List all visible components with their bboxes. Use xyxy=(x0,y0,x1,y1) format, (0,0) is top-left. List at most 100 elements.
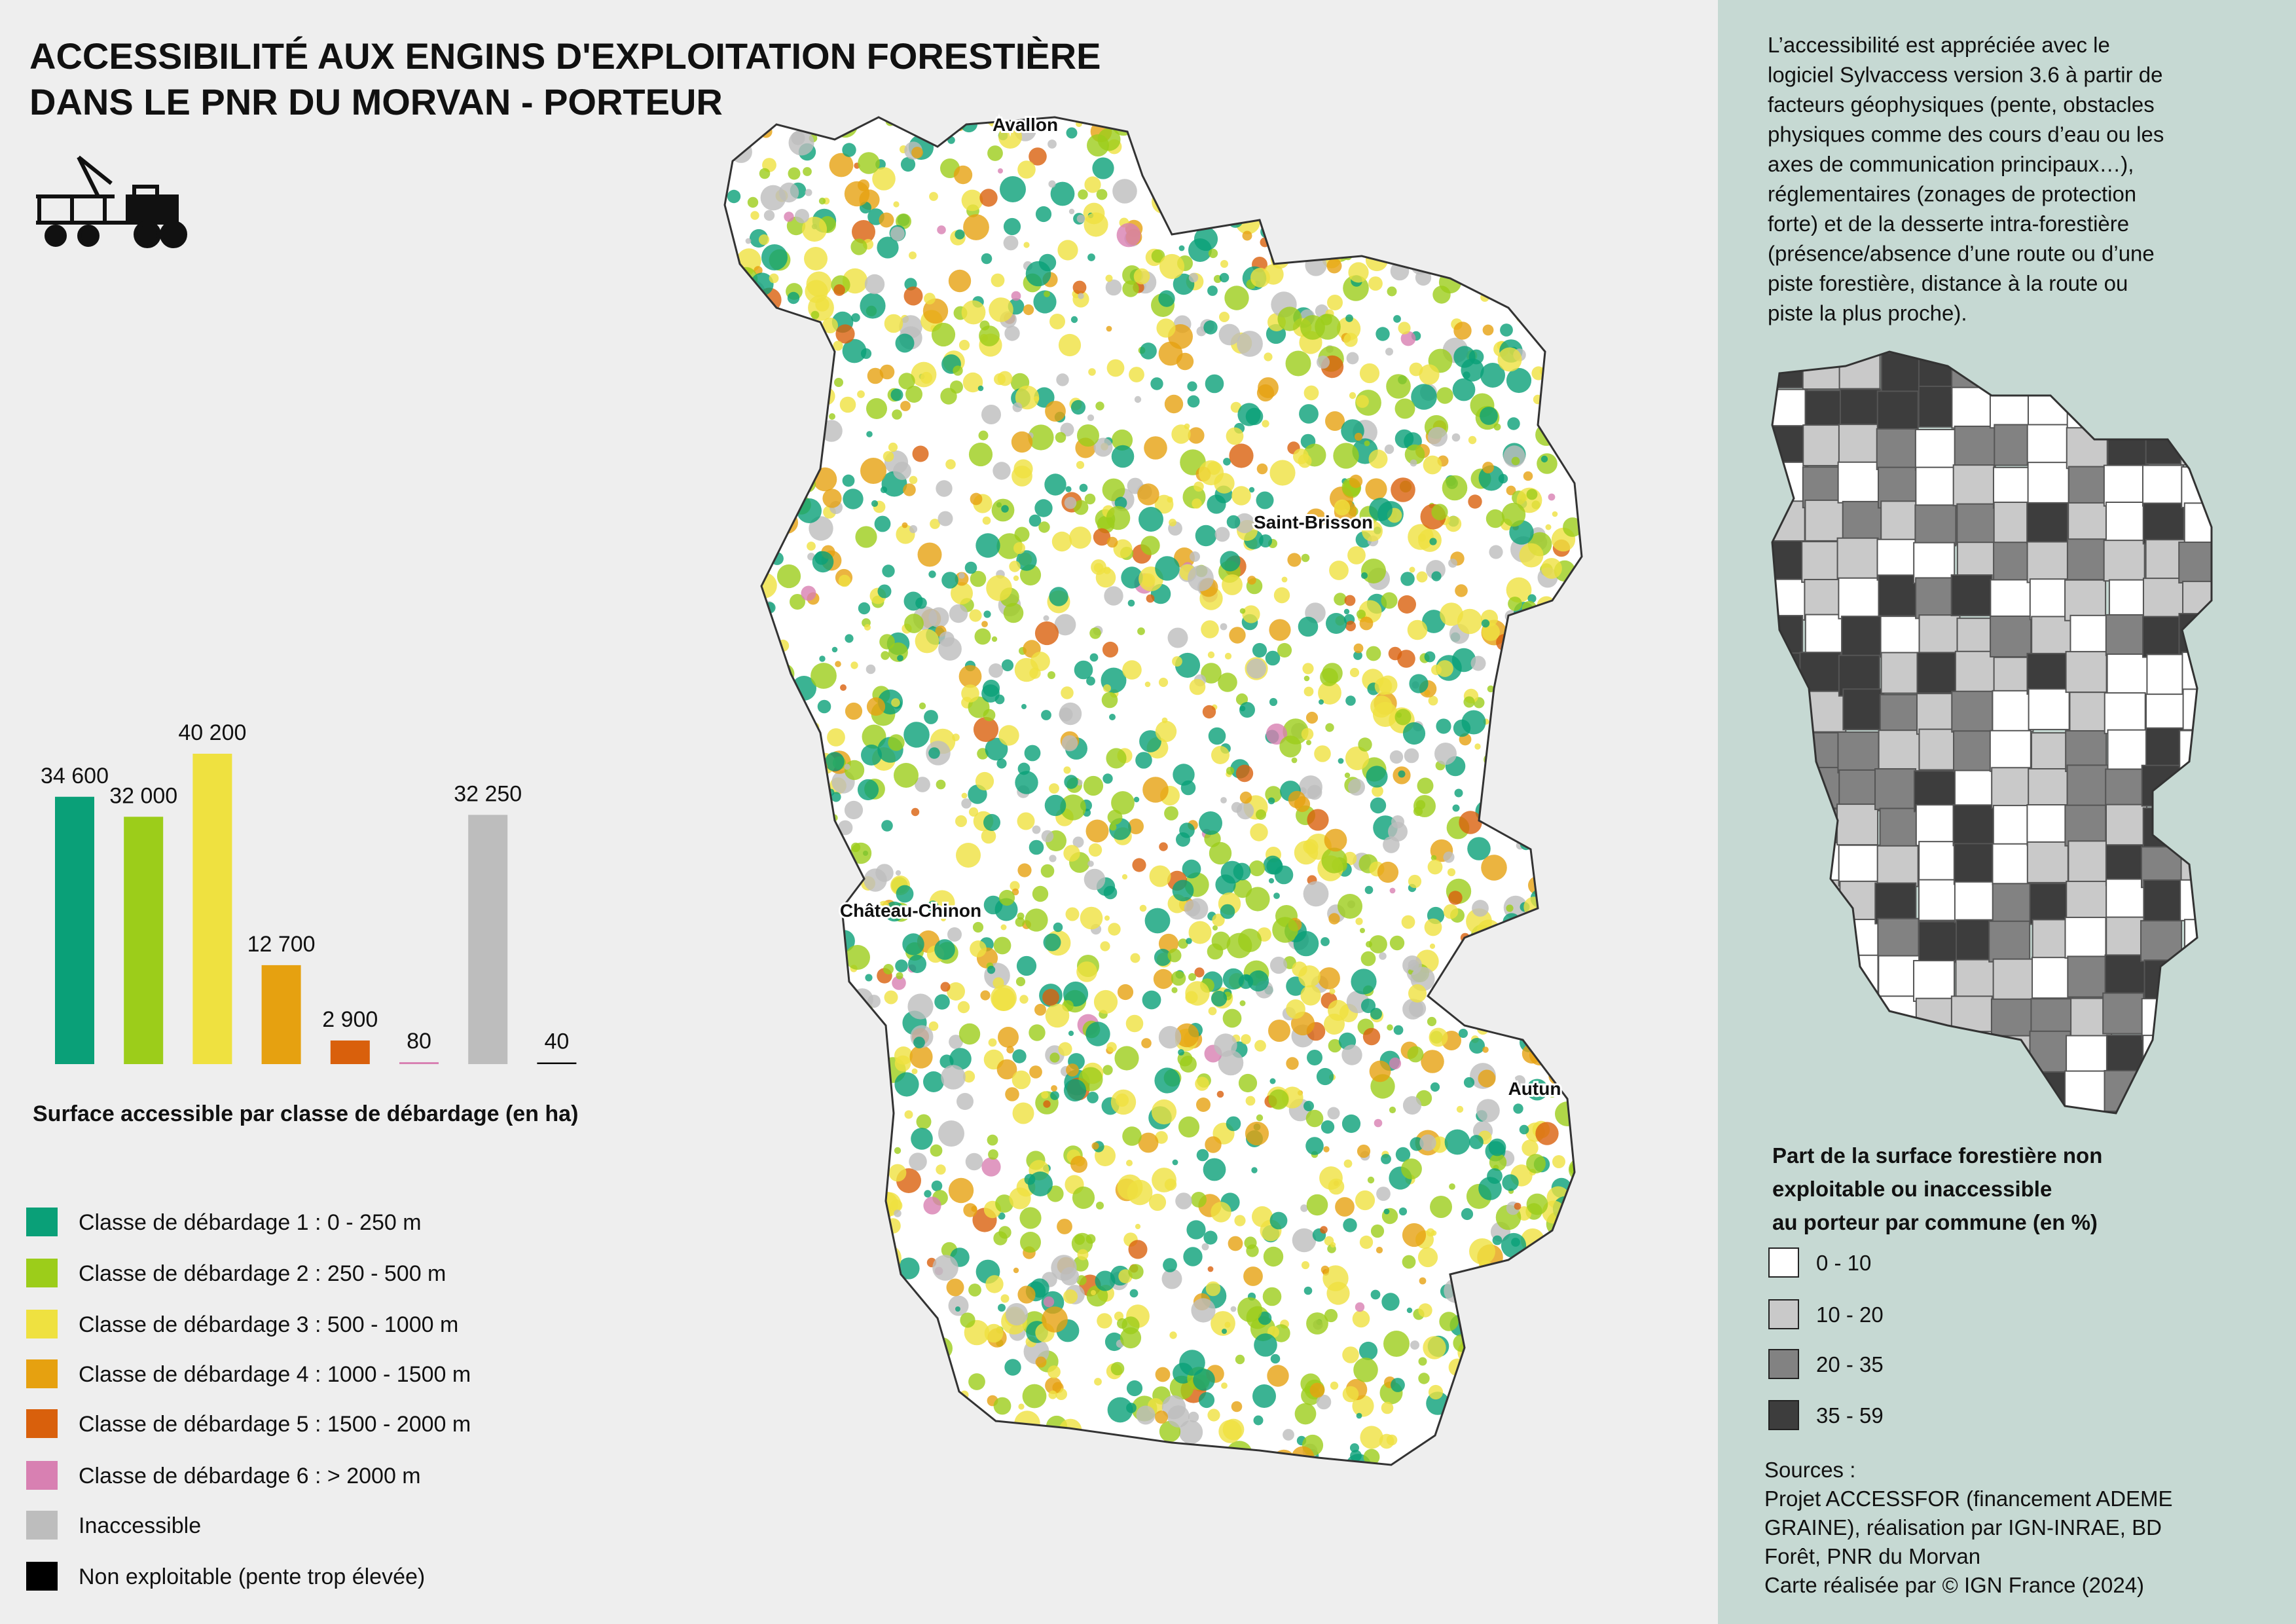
forest-patch xyxy=(1025,261,1051,287)
source-line: Projet ACCESSFOR (financement ADEME xyxy=(1764,1486,2173,1511)
forest-patch xyxy=(1158,341,1183,366)
forest-patch xyxy=(1085,819,1109,843)
forest-patch xyxy=(993,936,1011,955)
description-line: réglementaires (zonages de protection xyxy=(1768,182,2136,206)
bar xyxy=(124,817,164,1064)
forest-patch xyxy=(865,974,873,982)
forest-patch xyxy=(1548,493,1556,501)
forest-patch xyxy=(1268,1020,1290,1042)
forest-patch xyxy=(1267,1365,1289,1387)
forest-patch xyxy=(987,1134,998,1146)
forest-patch xyxy=(958,572,965,579)
forest-patch xyxy=(1519,1124,1529,1135)
forest-patch xyxy=(1196,1098,1211,1112)
forest-patch xyxy=(1029,147,1047,166)
description-line: piste la plus proche). xyxy=(1768,301,1967,325)
forest-patch xyxy=(1457,608,1483,635)
forest-patch xyxy=(1211,990,1228,1007)
forest-patch xyxy=(981,1157,1001,1177)
forest-patch xyxy=(1074,660,1093,680)
forest-patch xyxy=(1319,699,1324,705)
forest-patch xyxy=(1237,403,1261,426)
forest-patch xyxy=(1269,956,1288,974)
forest-patch xyxy=(973,716,999,743)
forest-patch xyxy=(1245,1121,1269,1146)
forest-patch xyxy=(1167,948,1182,963)
commune xyxy=(1951,690,1994,733)
forest-patch xyxy=(1070,316,1078,323)
forest-patch xyxy=(1237,1297,1262,1322)
description-line: L’accessibilité est appréciée avec le xyxy=(1768,33,2110,57)
forest-patch xyxy=(1095,401,1104,411)
forest-patch xyxy=(1187,395,1200,408)
forest-patch xyxy=(991,636,998,642)
forest-patch xyxy=(1526,1154,1546,1173)
description-line: physiques comme des cours d’eau ou les xyxy=(1768,122,2164,147)
forest-patch xyxy=(1248,860,1266,877)
forest-patch xyxy=(1407,619,1428,640)
forest-patch xyxy=(1178,245,1185,251)
source-line: Carte réalisée par © IGN France (2024) xyxy=(1764,1573,2144,1597)
forest-patch xyxy=(834,378,843,387)
forest-patch xyxy=(1035,1356,1047,1368)
forest-patch xyxy=(1055,432,1066,443)
forest-patch xyxy=(1096,1202,1104,1209)
commune xyxy=(2026,502,2069,544)
forest-patch xyxy=(1492,1235,1503,1246)
forest-patch xyxy=(894,763,919,788)
forest-patch xyxy=(819,655,826,662)
commune xyxy=(1988,920,2031,963)
forest-patch xyxy=(1205,374,1224,394)
forest-patch xyxy=(957,1001,970,1014)
forest-patch xyxy=(1262,420,1269,428)
forest-patch xyxy=(1107,1397,1133,1423)
forest-patch xyxy=(1061,686,1074,699)
forest-patch xyxy=(936,480,953,497)
forest-patch xyxy=(1463,371,1470,379)
forest-patch xyxy=(1117,1318,1127,1329)
forest-patch xyxy=(902,522,908,528)
forest-patch xyxy=(1358,737,1372,752)
forest-patch xyxy=(1012,1049,1027,1063)
source-line: GRAINE), réalisation par IGN-INRAE, BD xyxy=(1764,1515,2162,1540)
forest-patch xyxy=(1294,1403,1317,1425)
commune xyxy=(1916,652,1959,694)
forest-patch xyxy=(1245,1096,1256,1106)
forest-patch xyxy=(1305,508,1326,529)
forest-patch xyxy=(1065,907,1080,921)
forest-patch xyxy=(1362,521,1383,542)
forest-patch xyxy=(1014,657,1039,682)
forest-patch xyxy=(1228,1236,1243,1251)
forest-patch xyxy=(1429,943,1436,950)
forest-patch xyxy=(1250,823,1268,841)
forest-patch xyxy=(947,982,965,1001)
forest-patch xyxy=(1293,931,1319,957)
forest-patch xyxy=(1171,424,1191,444)
forest-patch xyxy=(1285,350,1311,377)
commune xyxy=(1837,731,1880,774)
forest-patch xyxy=(1408,984,1427,1003)
forest-patch xyxy=(1216,1090,1224,1098)
forest-patch xyxy=(1103,684,1111,692)
forest-patch xyxy=(1321,847,1347,874)
forest-patch xyxy=(1093,437,1113,457)
forest-patch xyxy=(1254,1333,1277,1357)
forest-patch xyxy=(958,665,982,688)
forest-patch xyxy=(1352,1310,1370,1328)
forest-patch xyxy=(1327,295,1343,310)
forest-patch xyxy=(983,895,1003,915)
forest-patch xyxy=(1201,1243,1209,1251)
forest-patch xyxy=(1198,460,1224,486)
forest-patch xyxy=(1125,1014,1144,1033)
forest-patch xyxy=(1320,668,1338,686)
forest-patch xyxy=(1345,746,1370,771)
forest-patch xyxy=(1239,705,1246,712)
forest-patch xyxy=(1194,227,1218,251)
forest-patch xyxy=(1306,1312,1328,1335)
forest-patch xyxy=(803,167,812,176)
forest-patch xyxy=(955,229,965,240)
commune xyxy=(2104,692,2146,735)
forest-patch xyxy=(1254,1040,1266,1052)
forest-patch xyxy=(1015,771,1038,794)
forest-patch xyxy=(1329,561,1349,580)
